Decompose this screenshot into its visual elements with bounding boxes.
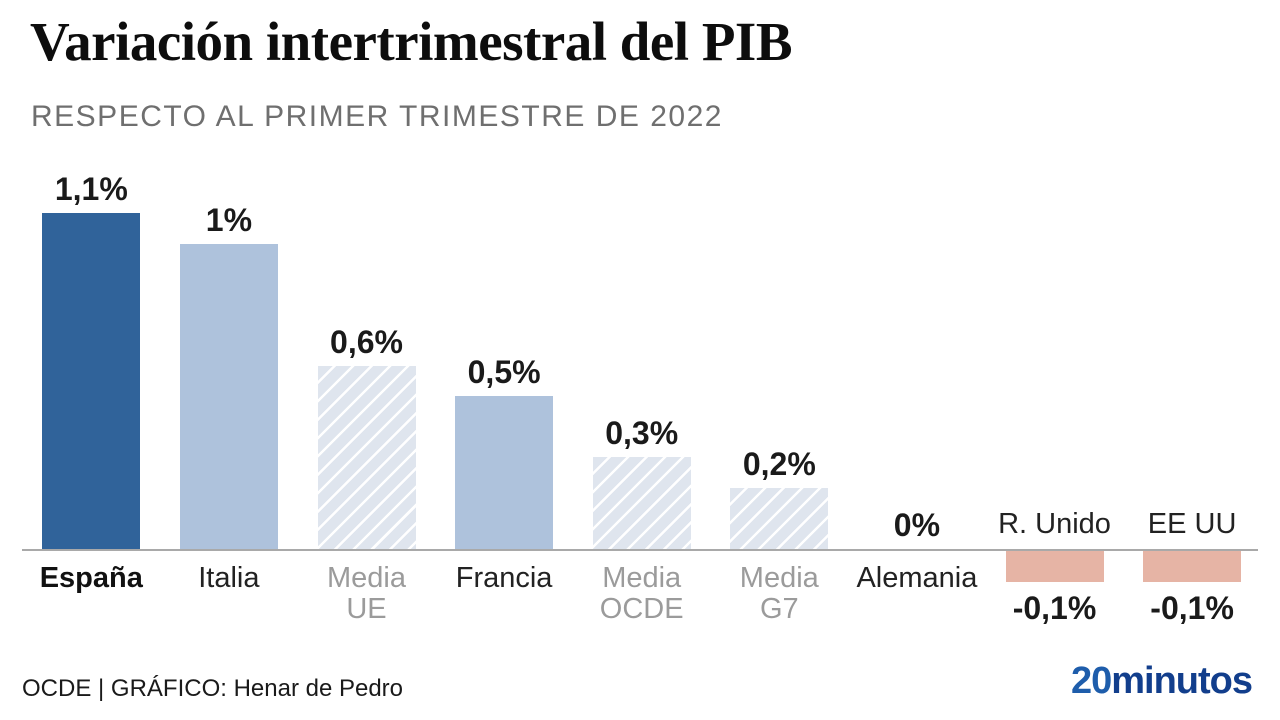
category-label-espana: España bbox=[39, 562, 143, 594]
page-title: Variación intertrimestral del PIB bbox=[30, 11, 793, 72]
bar-espana bbox=[42, 213, 141, 549]
value-label-r-unido: -0,1% bbox=[1012, 590, 1097, 626]
bar-ee-uu bbox=[1143, 551, 1242, 582]
page-subtitle: RESPECTO AL PRIMER TRIMESTRE DE 2022 bbox=[31, 100, 723, 133]
value-label-media-ue: 0,6% bbox=[330, 324, 403, 360]
bar-r-unido bbox=[1005, 551, 1104, 582]
value-label-italia: 1% bbox=[205, 202, 253, 238]
category-label-r-unido: R. Unido bbox=[998, 508, 1111, 540]
x-axis-line bbox=[22, 549, 1258, 551]
bar-media-ocde bbox=[592, 457, 691, 549]
source-credit: OCDE | GRÁFICO: Henar de Pedro bbox=[22, 675, 404, 702]
value-label-media-ocde: 0,3% bbox=[605, 415, 679, 451]
value-label-media-g7: 0,2% bbox=[742, 446, 816, 482]
category-label-media-ue: Media UE bbox=[327, 562, 406, 625]
publisher-logo: 20minutos bbox=[1070, 660, 1253, 702]
value-label-alemania: 0% bbox=[893, 507, 941, 543]
logo-minutos: minutos bbox=[1111, 660, 1253, 702]
value-label-ee-uu: -0,1% bbox=[1150, 590, 1234, 626]
category-label-francia: Francia bbox=[455, 562, 553, 594]
category-label-alemania: Alemania bbox=[856, 562, 978, 594]
category-label-media-ocde: Media OCDE bbox=[599, 562, 684, 625]
category-label-media-g7: Media G7 bbox=[739, 562, 819, 625]
value-label-francia: 0,5% bbox=[467, 354, 541, 390]
bar-media-ue bbox=[317, 366, 416, 549]
category-label-ee-uu: EE UU bbox=[1147, 508, 1237, 540]
logo-20: 20 bbox=[1070, 660, 1112, 702]
category-label-italia: Italia bbox=[198, 562, 260, 594]
bar-francia bbox=[455, 396, 554, 549]
bar-italia bbox=[179, 244, 278, 549]
value-label-espana: 1,1% bbox=[54, 171, 128, 207]
bar-media-g7 bbox=[730, 488, 829, 549]
